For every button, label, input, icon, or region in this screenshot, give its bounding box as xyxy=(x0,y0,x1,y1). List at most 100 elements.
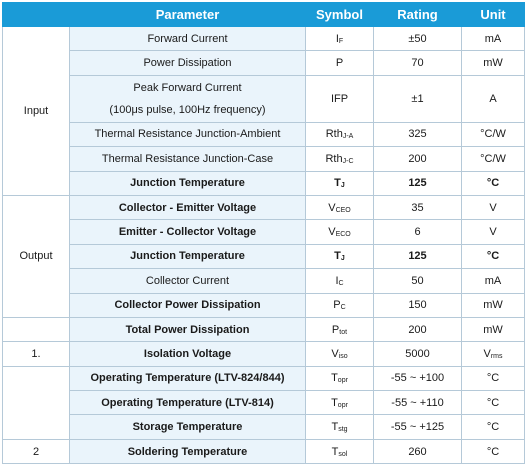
header-row: Parameter Symbol Rating Unit xyxy=(2,2,525,27)
unit-cell: °C xyxy=(461,438,525,465)
param-cell: Junction Temperature xyxy=(69,170,306,196)
table-row: Emitter - Collector Voltage VECO 6 V xyxy=(3,219,525,245)
symbol-cell: RthJ-C xyxy=(305,146,374,172)
unit-cell: mW xyxy=(461,316,525,343)
param-cell: Peak Forward Current (100μs pulse, 100Hz… xyxy=(69,74,306,123)
param-cell: Junction Temperature xyxy=(69,243,306,270)
rating-cell: ±1 xyxy=(373,74,462,123)
table-row: Junction Temperature TJ 125 °C xyxy=(3,170,525,196)
table-row: Total Power Dissipation Ptot 200 mW xyxy=(2,316,525,343)
table-row: 1. Isolation Voltage Viso 5000 Vrms xyxy=(2,341,525,367)
symbol-cell: Topr xyxy=(305,390,374,416)
unit-cell: mA xyxy=(461,25,525,52)
rating-cell: 5000 xyxy=(373,341,462,367)
param-cell: Thermal Resistance Junction-Ambient xyxy=(69,121,306,148)
symbol-cell: IFP xyxy=(305,74,374,123)
param-cell: Soldering Temperature xyxy=(69,438,306,465)
symbol-cell: TJ xyxy=(305,243,374,270)
param-line-1: Peak Forward Current xyxy=(133,81,242,94)
unit-cell: °C xyxy=(461,414,525,440)
header-symbol: Symbol xyxy=(305,2,374,27)
table-row: Peak Forward Current (100μs pulse, 100Hz… xyxy=(3,74,525,123)
table-row: 2 Soldering Temperature Tsol 260 °C xyxy=(2,438,525,465)
symbol-cell: TJ xyxy=(305,170,374,196)
param-cell: Collector - Emitter Voltage xyxy=(69,194,306,221)
param-cell: Isolation Voltage xyxy=(69,341,306,367)
table-row: Power Dissipation P 70 mW xyxy=(3,50,525,76)
rating-cell: 50 xyxy=(373,268,462,294)
group-label-2: 2 xyxy=(2,438,70,465)
table-row: Operating Temperature (LTV-814) Topr -55… xyxy=(3,390,525,416)
table-row: Operating Temperature (LTV-824/844) Topr… xyxy=(2,365,525,440)
symbol-cell: PC xyxy=(305,292,374,318)
symbol-cell: VECO xyxy=(305,219,374,245)
rating-cell: 125 xyxy=(373,243,462,270)
unit-cell: mW xyxy=(461,292,525,318)
group-label-empty xyxy=(2,365,70,440)
group-label-input: Input xyxy=(2,26,70,196)
header-group xyxy=(2,2,70,27)
group-label-empty xyxy=(2,316,70,343)
rating-cell: 70 xyxy=(373,50,462,76)
unit-cell: Vrms xyxy=(461,341,525,367)
param-cell: Collector Current xyxy=(69,268,306,294)
unit-cell: °C xyxy=(461,365,525,392)
rating-cell: -55 ~ +125 xyxy=(373,414,462,440)
unit-cell: V xyxy=(461,194,525,221)
rating-cell: -55 ~ +110 xyxy=(373,390,462,416)
symbol-cell: VCEO xyxy=(305,194,374,221)
unit-cell: °C xyxy=(461,243,525,270)
symbol-cell: Tstg xyxy=(305,414,374,440)
param-cell: Operating Temperature (LTV-814) xyxy=(69,390,306,416)
unit-cell: °C/W xyxy=(461,121,525,148)
symbol-cell: Topr xyxy=(305,365,374,392)
group-label-output: Output xyxy=(2,194,70,318)
rating-cell: 200 xyxy=(373,316,462,343)
unit-cell: °C/W xyxy=(461,146,525,172)
symbol-cell: RthJ-A xyxy=(305,121,374,148)
table-row: Input Forward Current IF ±50 mA xyxy=(2,25,525,196)
table-row: Output Collector - Emitter Voltage VCEO … xyxy=(2,194,525,318)
header-rating: Rating xyxy=(373,2,462,27)
header-unit: Unit xyxy=(461,2,525,27)
param-cell: Thermal Resistance Junction-Case xyxy=(69,146,306,172)
table-row: Thermal Resistance Junction-Ambient RthJ… xyxy=(3,121,525,148)
param-cell: Total Power Dissipation xyxy=(69,316,306,343)
rating-cell: 200 xyxy=(373,146,462,172)
absolute-max-ratings-table: Parameter Symbol Rating Unit Input Forwa… xyxy=(2,2,525,465)
param-line-2: (100μs pulse, 100Hz frequency) xyxy=(109,103,266,116)
rating-cell: 6 xyxy=(373,219,462,245)
header-parameter: Parameter xyxy=(69,2,306,27)
param-cell: Collector Power Dissipation xyxy=(69,292,306,318)
unit-cell: mW xyxy=(461,50,525,76)
rating-cell: 325 xyxy=(373,121,462,148)
symbol-cell: IF xyxy=(305,25,374,52)
unit-cell: V xyxy=(461,219,525,245)
table-row: Collector Power Dissipation PC 150 mW xyxy=(3,292,525,318)
rating-cell: -55 ~ +100 xyxy=(373,365,462,392)
table-row: Thermal Resistance Junction-Case RthJ-C … xyxy=(3,146,525,172)
param-cell: Emitter - Collector Voltage xyxy=(69,219,306,245)
symbol-cell: Ptot xyxy=(305,316,374,343)
param-cell: Storage Temperature xyxy=(69,414,306,440)
symbol-cell: Viso xyxy=(305,341,374,367)
table-row: Junction Temperature TJ 125 °C xyxy=(3,243,525,270)
param-cell: Forward Current xyxy=(69,25,306,52)
unit-cell: °C xyxy=(461,170,525,196)
rating-cell: 260 xyxy=(373,438,462,465)
unit-cell: mA xyxy=(461,268,525,294)
table-row: Collector Current IC 50 mA xyxy=(3,268,525,294)
rating-cell: ±50 xyxy=(373,25,462,52)
symbol-cell: Tsol xyxy=(305,438,374,465)
table-row: Storage Temperature Tstg -55 ~ +125 °C xyxy=(3,414,525,440)
group-label-1: 1. xyxy=(2,341,70,367)
rating-cell: 125 xyxy=(373,170,462,196)
symbol-cell: IC xyxy=(305,268,374,294)
param-cell: Power Dissipation xyxy=(69,50,306,76)
unit-cell: °C xyxy=(461,390,525,416)
symbol-cell: P xyxy=(305,50,374,76)
param-cell: Operating Temperature (LTV-824/844) xyxy=(69,365,306,392)
unit-cell: A xyxy=(461,74,525,123)
rating-cell: 35 xyxy=(373,194,462,221)
rating-cell: 150 xyxy=(373,292,462,318)
